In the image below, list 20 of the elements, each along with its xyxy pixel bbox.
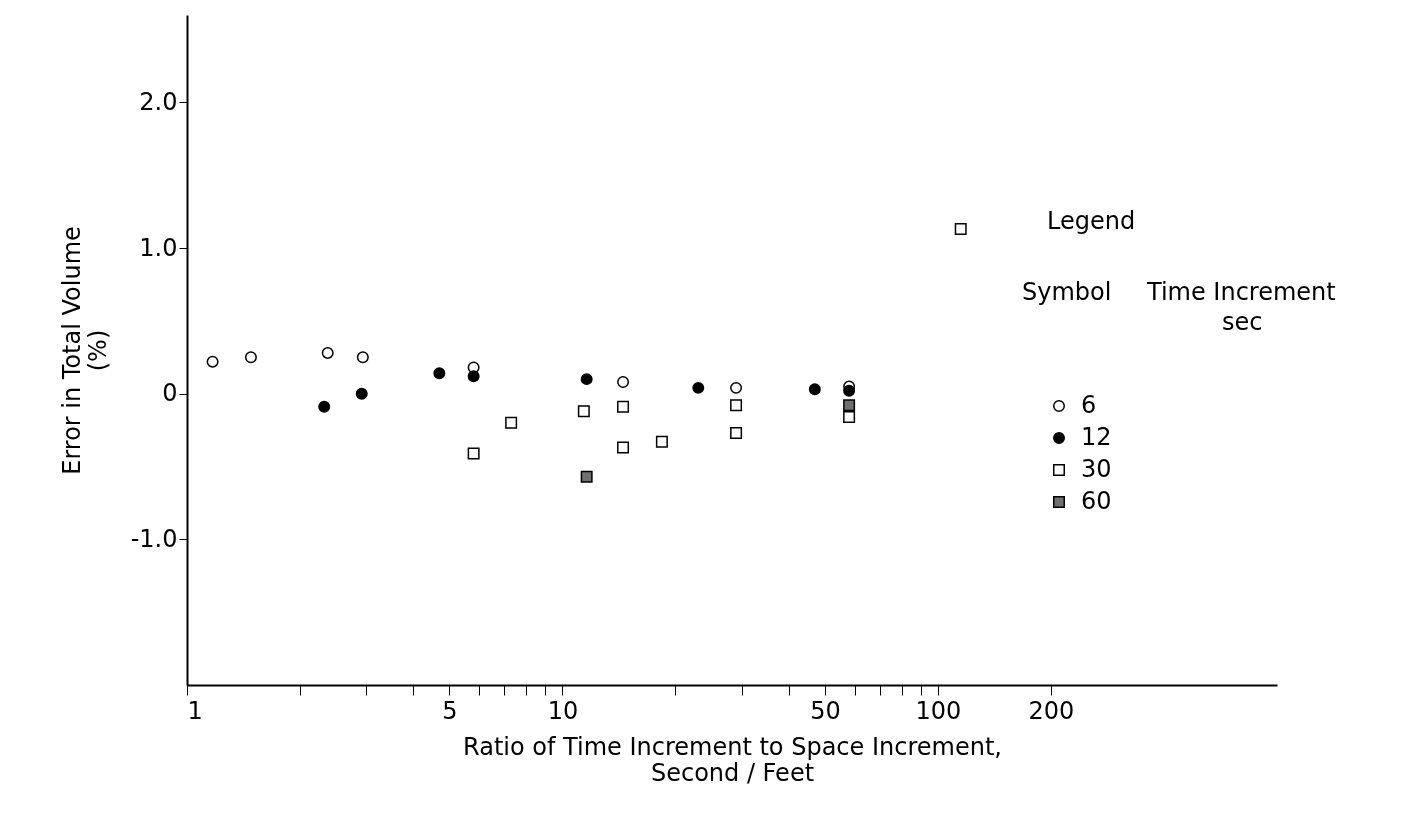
legend-label: 60 [1081, 487, 1112, 515]
x-tick-label: 10 [547, 696, 579, 725]
legend-title: Legend [1047, 207, 1136, 235]
y-tick-label: 2.0 [139, 87, 178, 116]
y-tick-label: 0 [162, 379, 178, 408]
y-tick-label: -1.0 [130, 524, 178, 553]
x-tick-label: 100 [915, 696, 962, 725]
legend-label: 30 [1081, 455, 1112, 483]
y-axis-title: Error in Total Volume (%) [57, 226, 112, 475]
annotation: Symbol [1022, 278, 1112, 306]
x-tick-label: 50 [810, 696, 841, 725]
annotation: sec [1222, 308, 1263, 336]
y-tick-label: 1.0 [139, 233, 178, 262]
x-tick-label: 200 [1028, 696, 1075, 725]
x-axis-title: Ratio of Time Increment to Space Increment, Second / Feet [463, 732, 1002, 787]
legend-label: 12 [1081, 423, 1112, 451]
legend-label: 6 [1081, 391, 1097, 419]
annotation: Time Increment [1146, 278, 1336, 306]
x-tick-label: 5 [442, 696, 458, 725]
x-tick-label: 1 [187, 696, 203, 725]
